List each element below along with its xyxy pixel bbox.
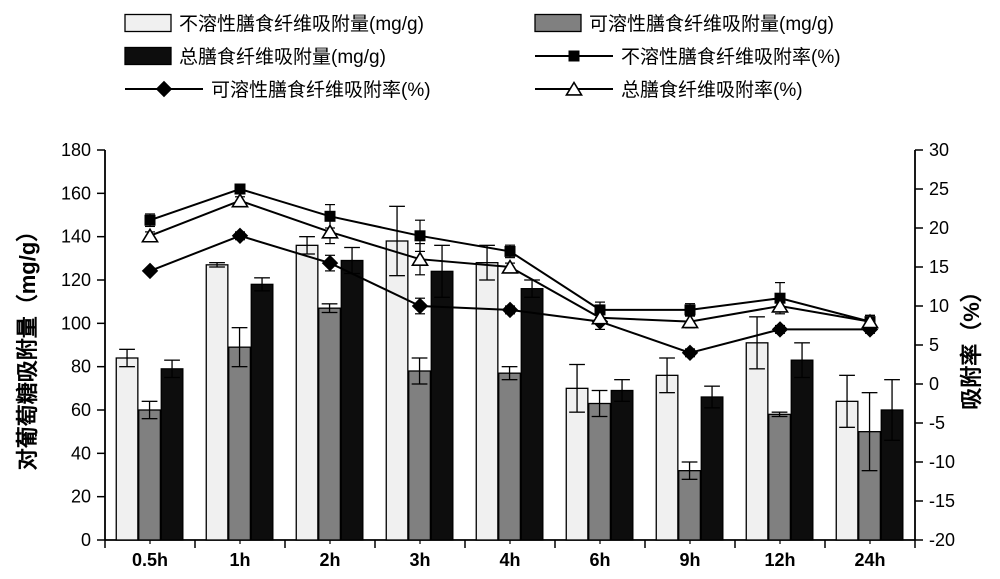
bar-idf_amount (386, 241, 408, 540)
legend-label: 可溶性膳食纤维吸附率(%) (211, 79, 431, 101)
legend-item-tdf_amount: 总膳食纤维吸附量(mg/g) (125, 46, 386, 68)
legend-label: 不溶性膳食纤维吸附率(%) (621, 46, 841, 68)
y-left-tick-label: 160 (61, 183, 91, 203)
legend-item-sdf_amount: 可溶性膳食纤维吸附量(mg/g) (535, 13, 834, 35)
bar-idf_amount (116, 358, 138, 540)
bar-tdf_amount (251, 284, 273, 540)
y-right-tick-label: -20 (929, 530, 955, 550)
chart-svg: 020406080100120140160180对葡萄糖吸附量（mg/g）-20… (0, 0, 1000, 579)
y-right-tick-label: 30 (929, 140, 949, 160)
x-tick-label: 0.5h (132, 550, 168, 570)
legend-label: 可溶性膳食纤维吸附量(mg/g) (589, 13, 834, 35)
x-tick-label: 9h (679, 550, 700, 570)
bar-idf_amount (656, 375, 678, 540)
bar-sdf_amount (409, 371, 431, 540)
y-right-tick-label: -5 (929, 413, 945, 433)
y-left-tick-label: 140 (61, 227, 91, 247)
legend-item-idf_amount: 不溶性膳食纤维吸附量(mg/g) (125, 13, 424, 35)
y-left-tick-label: 60 (71, 400, 91, 420)
bar-idf_amount (206, 265, 228, 540)
y-left-tick-label: 40 (71, 443, 91, 463)
bar-sdf_amount (229, 347, 251, 540)
bar-tdf_amount (611, 391, 633, 541)
bar-tdf_amount (161, 369, 183, 540)
y-left-tick-label: 80 (71, 357, 91, 377)
y-left-tick-label: 120 (61, 270, 91, 290)
y-right-axis-label: 吸附率（%） (959, 280, 984, 410)
y-right-tick-label: -10 (929, 452, 955, 472)
y-left-axis-label: 对葡萄糖吸附量（mg/g） (15, 220, 40, 471)
bar-sdf_amount (499, 373, 521, 540)
y-right-tick-label: 0 (929, 374, 939, 394)
x-tick-label: 6h (589, 550, 610, 570)
x-tick-label: 3h (409, 550, 430, 570)
legend-label: 总膳食纤维吸附率(%) (621, 79, 803, 101)
x-tick-label: 2h (319, 550, 340, 570)
bar-tdf_amount (521, 289, 543, 540)
y-left-tick-label: 100 (61, 313, 91, 333)
y-right-tick-label: 25 (929, 179, 949, 199)
bar-sdf_amount (679, 471, 701, 540)
y-left-tick-label: 20 (71, 487, 91, 507)
chart-container: 020406080100120140160180对葡萄糖吸附量（mg/g）-20… (0, 0, 1000, 579)
x-tick-label: 24h (854, 550, 885, 570)
y-left-tick-label: 0 (81, 530, 91, 550)
y-right-tick-label: -15 (929, 491, 955, 511)
bar-tdf_amount (791, 360, 813, 540)
x-tick-label: 4h (499, 550, 520, 570)
bar-sdf_amount (139, 410, 161, 540)
bar-tdf_amount (701, 397, 723, 540)
y-right-tick-label: 10 (929, 296, 949, 316)
x-tick-label: 12h (764, 550, 795, 570)
bar-sdf_amount (589, 404, 611, 541)
x-tick-label: 1h (229, 550, 250, 570)
bar-tdf_amount (431, 271, 453, 540)
bar-tdf_amount (341, 261, 363, 541)
bar-idf_amount (746, 343, 768, 540)
bar-sdf_amount (319, 308, 341, 540)
y-right-tick-label: 5 (929, 335, 939, 355)
legend-label: 不溶性膳食纤维吸附量(mg/g) (179, 13, 424, 35)
bar-idf_amount (476, 263, 498, 540)
bar-idf_amount (296, 245, 318, 540)
y-left-tick-label: 180 (61, 140, 91, 160)
y-right-tick-label: 15 (929, 257, 949, 277)
legend-label: 总膳食纤维吸附量(mg/g) (179, 46, 386, 68)
y-right-tick-label: 20 (929, 218, 949, 238)
bar-sdf_amount (769, 414, 791, 540)
